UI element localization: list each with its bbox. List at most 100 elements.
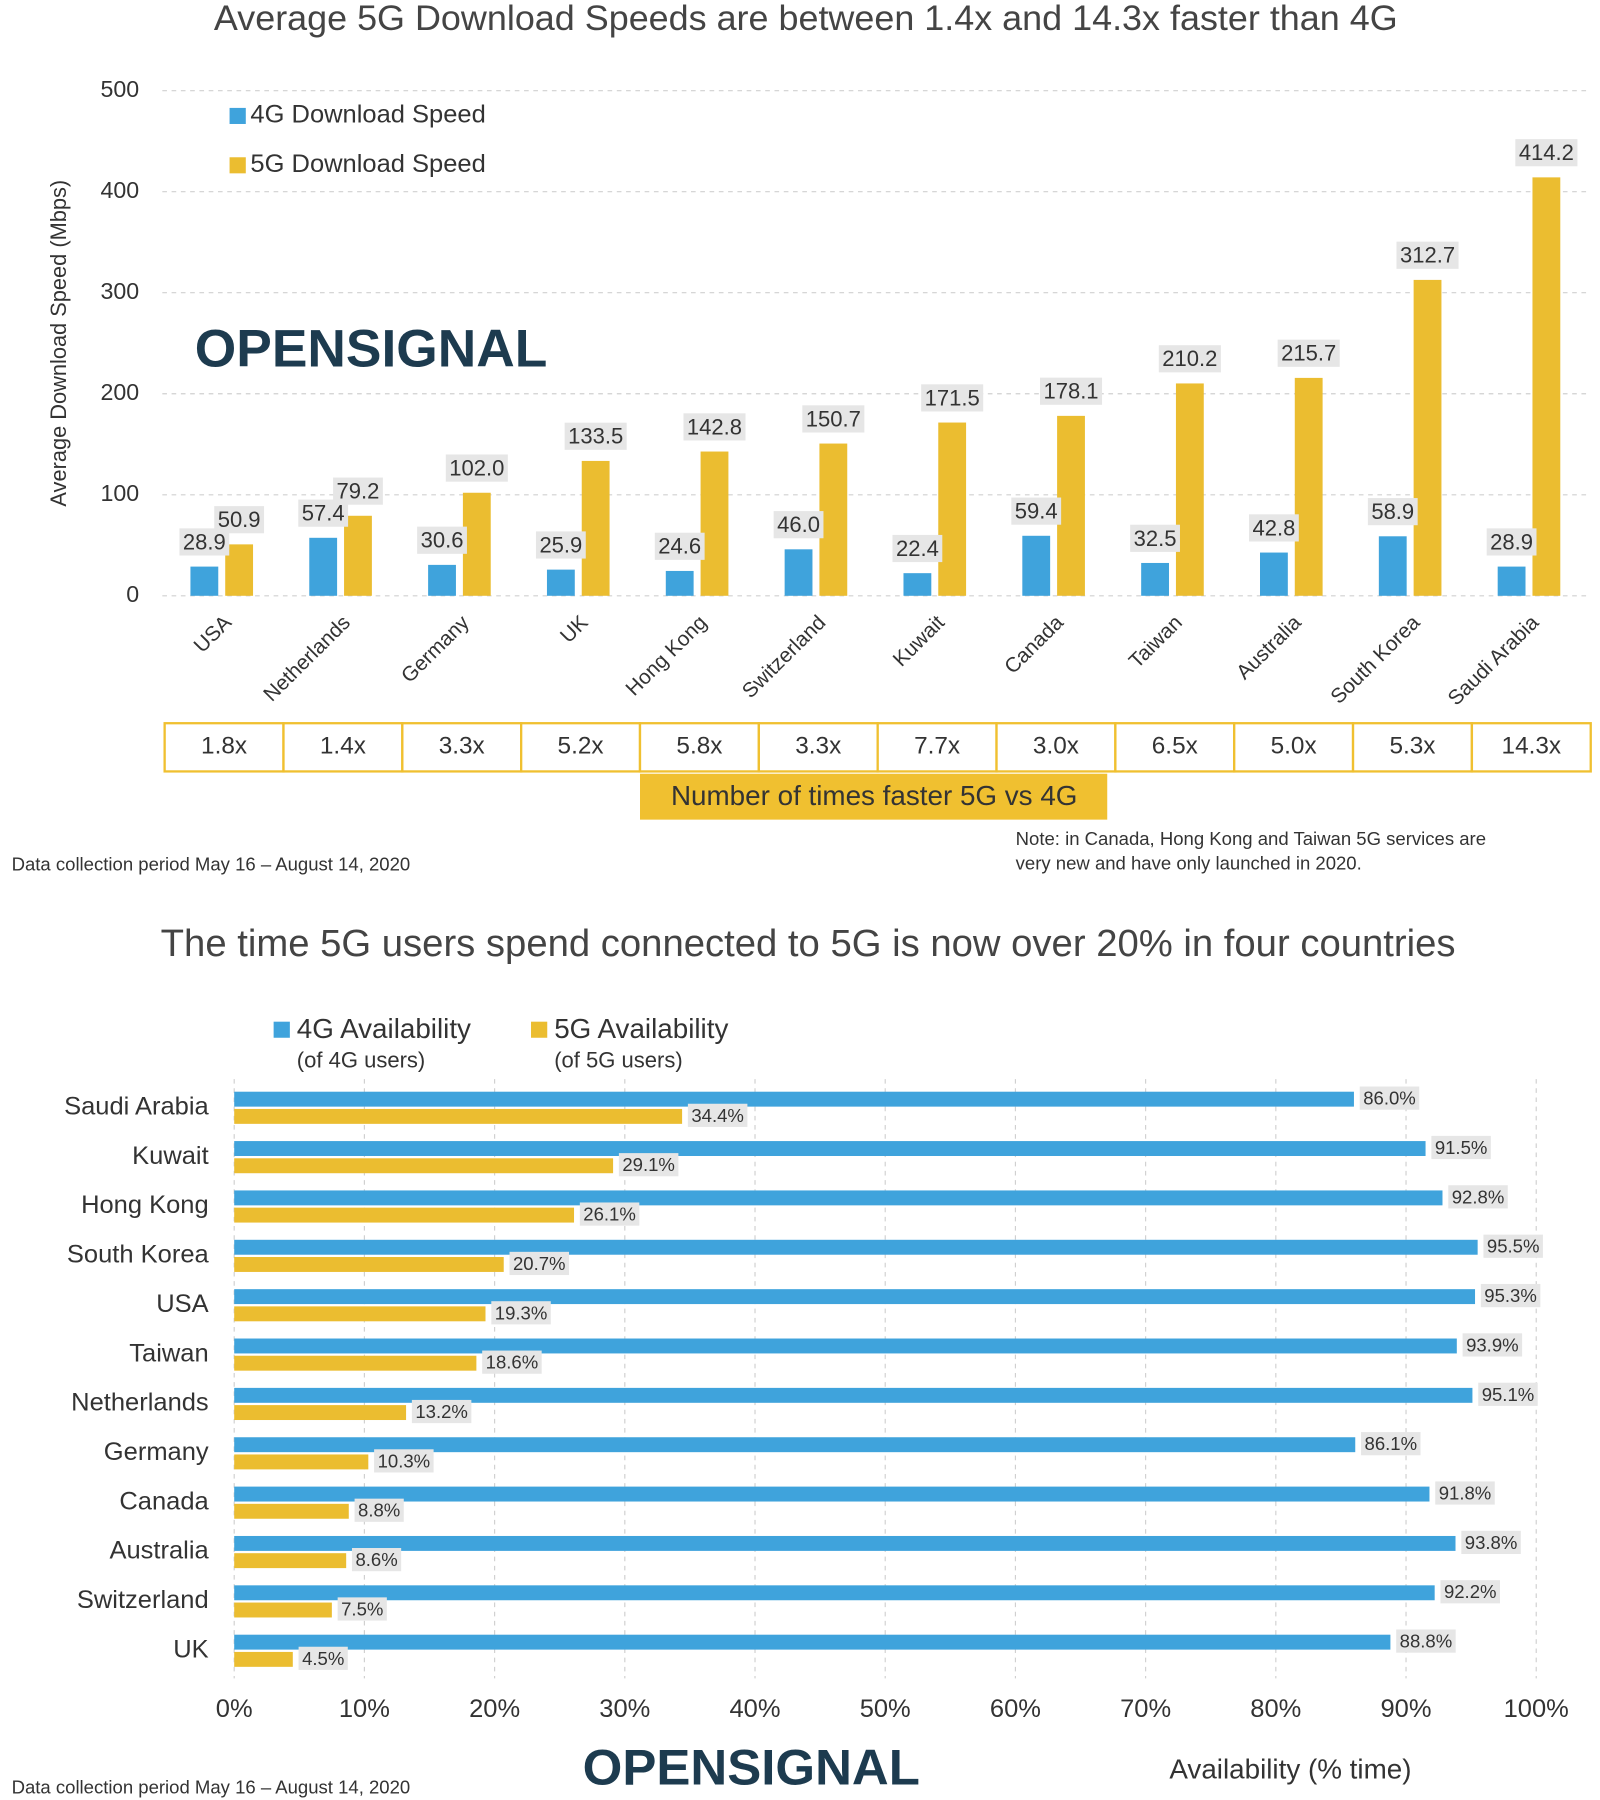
legend-swatch <box>531 1021 548 1038</box>
ratio-cell <box>1114 722 1236 773</box>
value-label: 30.6 <box>421 528 464 553</box>
legend-label: 5G Download Speed <box>250 150 485 178</box>
value-label: 29.1% <box>622 1154 675 1175</box>
value-label: 92.8% <box>1452 1186 1505 1207</box>
ratio-title: Number of times faster 5G vs 4G <box>671 780 1077 811</box>
y-tick-label: Saudi Arabia <box>64 1093 210 1121</box>
source-note: Data collection period May 16 – August 1… <box>12 1776 411 1797</box>
value-label-bg <box>1130 524 1180 552</box>
value-label-bg <box>1462 1333 1523 1357</box>
value-label-bg <box>1461 1530 1521 1554</box>
bar <box>234 1091 1354 1107</box>
bar <box>1294 377 1323 596</box>
value-label-bg <box>1486 528 1537 556</box>
ratio-cell <box>1233 722 1355 773</box>
value-label: 42.8 <box>1252 515 1295 540</box>
ratio-label: 3.0x <box>1033 733 1079 760</box>
value-label-bg <box>1039 377 1103 405</box>
x-tick-label: 30% <box>599 1695 650 1723</box>
value-label-bg <box>564 422 627 450</box>
bar <box>428 564 456 596</box>
x-tick-label: Kuwait <box>889 611 950 671</box>
x-tick-label: Canada <box>1000 611 1068 679</box>
ratio-label: 6.5x <box>1152 733 1198 760</box>
value-label: 79.2 <box>337 479 380 504</box>
bar <box>1413 279 1442 596</box>
value-label: 13.2% <box>415 1401 468 1422</box>
ratio-cell <box>876 722 998 773</box>
x-tick-label: Germany <box>397 611 474 688</box>
value-label-bg <box>354 1498 404 1522</box>
source-note: Data collection period May 16 – August 1… <box>12 853 411 874</box>
y-tick-label: UK <box>173 1636 209 1664</box>
value-label: 34.4% <box>691 1105 744 1126</box>
value-label-bg <box>1440 1580 1500 1604</box>
value-label-bg <box>1448 1185 1508 1209</box>
ratio-label: 5.3x <box>1389 733 1435 760</box>
legend-swatch <box>229 157 246 174</box>
bar <box>1497 566 1526 596</box>
ratio-label: 5.8x <box>676 733 722 760</box>
y-axis-title: Average Download Speed (Mbps) <box>46 180 71 507</box>
x-tick-label: Switzerland <box>738 611 831 703</box>
value-label-bg <box>1396 1629 1456 1653</box>
bar <box>234 1289 1476 1305</box>
x-axis-title: Availability (% time) <box>1169 1754 1411 1785</box>
ratio-cell <box>520 722 642 773</box>
value-label-bg <box>1011 497 1062 525</box>
x-tick-label: Saudi Arabia <box>1443 611 1543 710</box>
y-tick-label: Hong Kong <box>81 1191 209 1219</box>
ratio-label: 3.3x <box>795 733 841 760</box>
value-label: 4.5% <box>302 1648 344 1669</box>
bar <box>234 1486 1430 1502</box>
x-tick-label: UK <box>556 611 593 648</box>
value-label: 312.7 <box>1400 243 1455 268</box>
bar <box>1260 552 1288 596</box>
value-label: 86.0% <box>1363 1088 1416 1109</box>
legend-label: 4G Availability <box>297 1013 471 1044</box>
x-tick-label: 70% <box>1120 1695 1171 1723</box>
y-tick-label: Taiwan <box>129 1339 208 1367</box>
ratio-label: 7.7x <box>914 733 960 760</box>
bar <box>234 1553 347 1569</box>
ratio-label: 3.3x <box>439 733 485 760</box>
value-label-bg <box>1277 339 1340 367</box>
value-label-bg <box>417 526 467 554</box>
legend-subtitle: (of 5G users) <box>554 1048 682 1073</box>
value-label: 92.2% <box>1444 1581 1497 1602</box>
y-tick-label: 300 <box>100 278 139 304</box>
value-label-bg <box>1361 1432 1421 1456</box>
footnote: Note: in Canada, Hong Kong and Taiwan 5G… <box>1016 828 1486 849</box>
bar <box>234 1405 407 1421</box>
bar <box>234 1585 1435 1601</box>
value-label: 215.7 <box>1281 341 1336 366</box>
value-label: 88.8% <box>1400 1631 1453 1652</box>
value-label: 25.9 <box>539 533 582 558</box>
bar <box>1057 415 1085 596</box>
x-tick-label: South Korea <box>1326 611 1425 709</box>
legend-swatch <box>273 1021 290 1038</box>
bar <box>234 1602 332 1618</box>
bar <box>234 1190 1443 1206</box>
value-label: 86.1% <box>1365 1433 1418 1454</box>
x-tick-label: Taiwan <box>1125 611 1187 673</box>
value-label-bg <box>892 534 943 563</box>
chart-title: The time 5G users spend connected to 5G … <box>161 923 1456 965</box>
x-tick-label: 50% <box>860 1695 911 1723</box>
bar <box>309 537 338 596</box>
value-label-bg <box>618 1153 679 1177</box>
value-label: 20.7% <box>513 1253 566 1274</box>
bar <box>819 443 848 596</box>
value-label-bg <box>535 531 586 559</box>
value-label: 50.9 <box>218 507 261 532</box>
legend-subtitle: (of 4G users) <box>297 1048 425 1073</box>
x-tick-label: 40% <box>729 1695 780 1723</box>
value-label-bg <box>687 1103 748 1127</box>
ratio-cell <box>163 722 285 773</box>
value-label: 28.9 <box>183 530 226 555</box>
value-label: 142.8 <box>687 414 742 439</box>
bar <box>234 1651 293 1667</box>
value-label: 46.0 <box>777 512 820 537</box>
x-tick-label: 90% <box>1381 1695 1432 1723</box>
